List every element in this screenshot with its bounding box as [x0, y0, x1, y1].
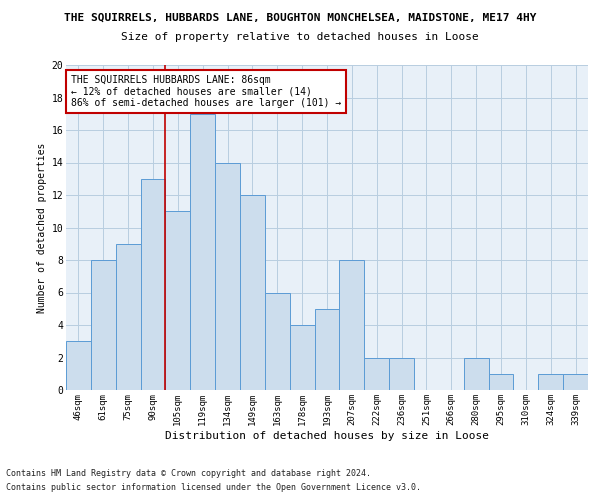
Bar — [364, 358, 389, 390]
Text: Contains public sector information licensed under the Open Government Licence v3: Contains public sector information licen… — [6, 484, 421, 492]
Bar — [140, 179, 166, 390]
Text: Size of property relative to detached houses in Loose: Size of property relative to detached ho… — [121, 32, 479, 42]
Bar — [488, 374, 514, 390]
Bar — [563, 374, 588, 390]
Text: Contains HM Land Registry data © Crown copyright and database right 2024.: Contains HM Land Registry data © Crown c… — [6, 468, 371, 477]
Bar — [340, 260, 364, 390]
Bar — [314, 308, 340, 390]
Bar — [66, 341, 91, 390]
Bar — [190, 114, 215, 390]
Bar — [91, 260, 116, 390]
Bar — [215, 162, 240, 390]
Y-axis label: Number of detached properties: Number of detached properties — [37, 142, 47, 312]
Bar — [464, 358, 488, 390]
Text: THE SQUIRRELS, HUBBARDS LANE, BOUGHTON MONCHELSEA, MAIDSTONE, ME17 4HY: THE SQUIRRELS, HUBBARDS LANE, BOUGHTON M… — [64, 12, 536, 22]
Bar — [389, 358, 414, 390]
Bar — [116, 244, 140, 390]
Bar — [166, 211, 190, 390]
X-axis label: Distribution of detached houses by size in Loose: Distribution of detached houses by size … — [165, 430, 489, 440]
Bar — [538, 374, 563, 390]
Text: THE SQUIRRELS HUBBARDS LANE: 86sqm
← 12% of detached houses are smaller (14)
86%: THE SQUIRRELS HUBBARDS LANE: 86sqm ← 12%… — [71, 74, 341, 108]
Bar — [290, 325, 314, 390]
Bar — [265, 292, 290, 390]
Bar — [240, 195, 265, 390]
